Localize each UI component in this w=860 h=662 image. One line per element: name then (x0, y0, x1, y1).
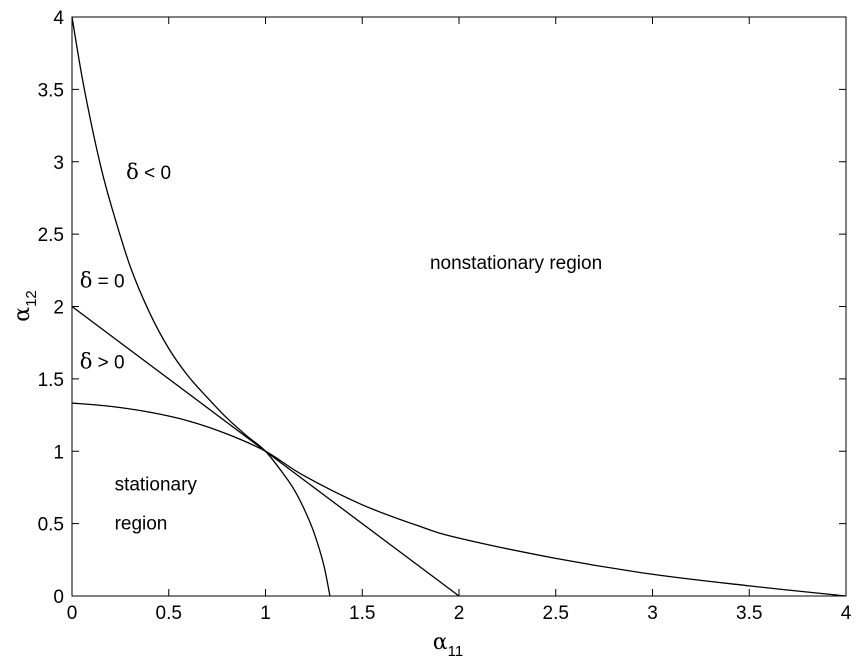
annotation-label: stationary (115, 474, 198, 495)
series-line-delta-negative (71, 16, 331, 597)
annotation-label: δ < 0 (126, 160, 171, 184)
series-group (71, 16, 847, 597)
x-tick-label: 2.5 (543, 603, 569, 624)
plot-frame (71, 16, 847, 597)
x-tick-label: 0.5 (156, 603, 182, 624)
y-tick-label: 1.5 (38, 370, 64, 391)
annotation-label: δ = 0 (80, 269, 125, 293)
annotation-label: δ > 0 (80, 350, 125, 374)
series-line-delta-positive (71, 402, 847, 597)
y-tick-label: 3 (53, 153, 64, 174)
annotations-group: δ < 0 δ = 0 δ > 0 nonstationary region stati… (80, 160, 602, 534)
y-tick-label: 3.5 (38, 80, 64, 101)
x-tick-label: 1.5 (349, 603, 375, 624)
y-tick-label: 4 (53, 8, 64, 29)
y-tick-label: 1 (53, 442, 64, 463)
y-tick-label: 0.5 (38, 515, 64, 536)
y-tick-label: 0 (53, 587, 64, 608)
x-tick-label: 2 (454, 603, 465, 624)
y-tick-label: 2 (53, 298, 64, 319)
y-axis-ticks: 0 0.5 1 1.5 2 2.5 3 3.5 4 (38, 8, 846, 608)
x-tick-label: 4 (841, 603, 852, 624)
x-axis-ticks: 0 0.5 1 1.5 2 2.5 3 3.5 4 (67, 17, 852, 624)
x-tick-label: 1 (260, 603, 271, 624)
y-axis-label: α12 (10, 290, 40, 322)
y-tick-label: 2.5 (38, 225, 64, 246)
annotation-label: nonstationary region (430, 253, 602, 274)
x-tick-label: 3.5 (736, 603, 762, 624)
x-tick-label: 3 (647, 603, 658, 624)
x-axis-label: α11 (433, 630, 463, 660)
annotation-label: region (115, 513, 168, 534)
x-tick-label: 0 (67, 603, 78, 624)
